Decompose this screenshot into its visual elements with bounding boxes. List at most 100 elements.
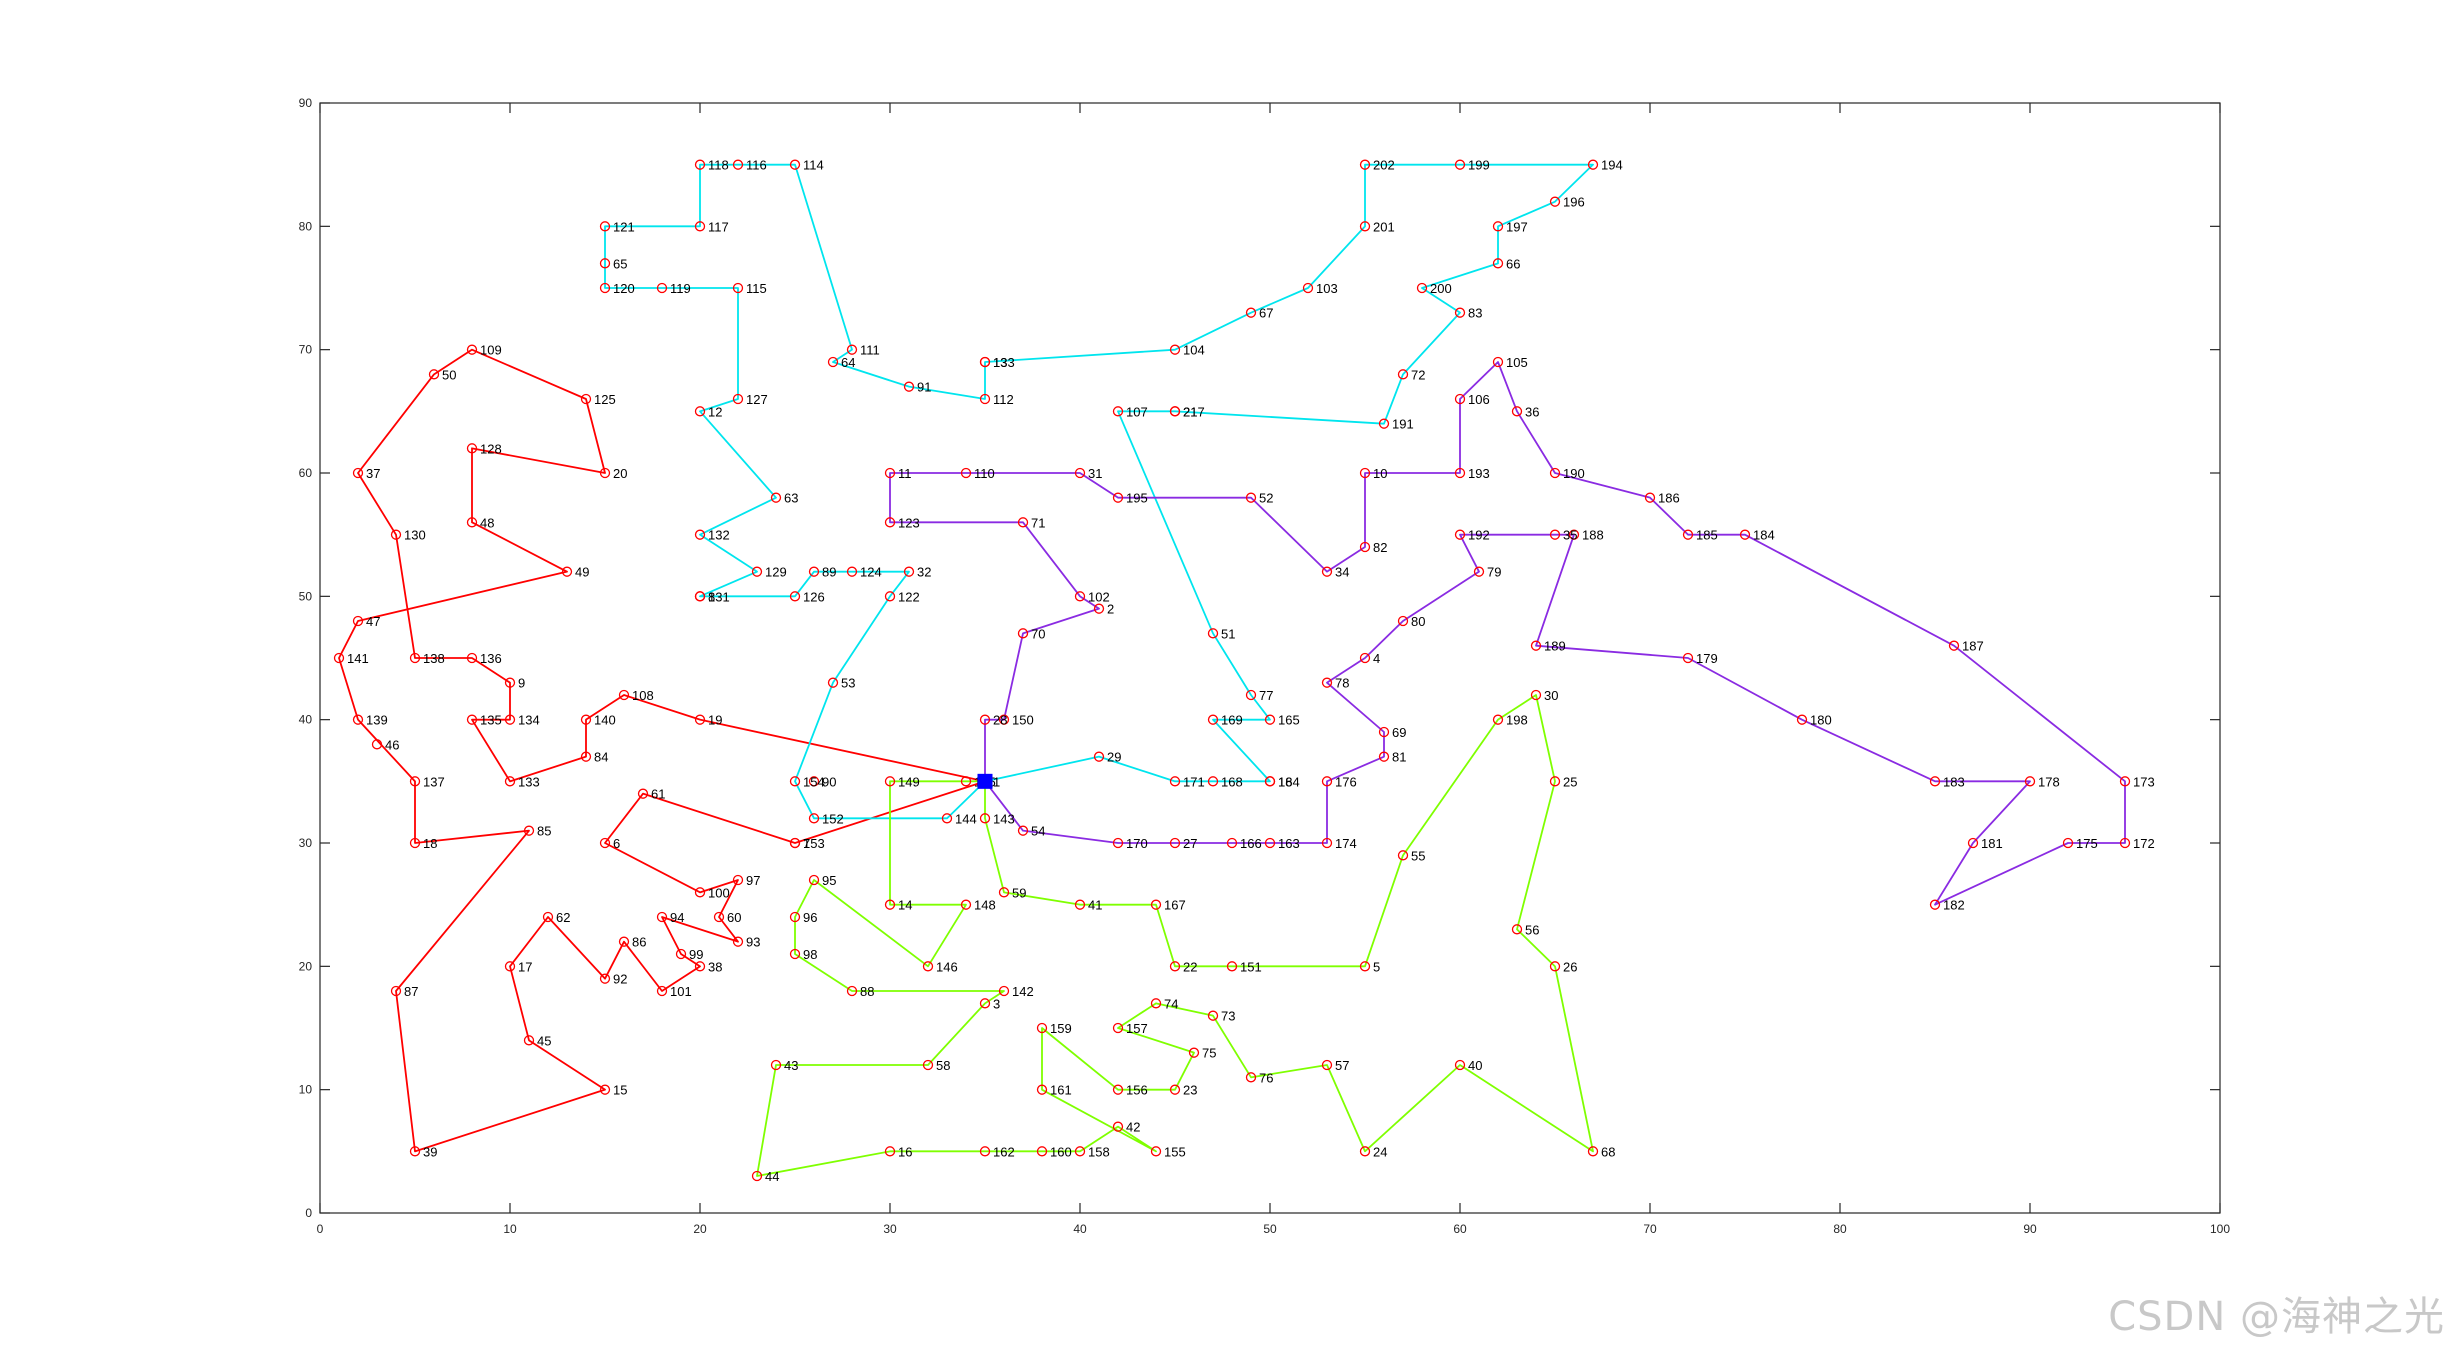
customer-label: 151 [1240,959,1262,974]
customer-marker [694,714,706,725]
customer-marker [1036,1084,1048,1095]
customer-marker [960,776,972,787]
customer-label: 179 [1696,651,1718,666]
customer-label: 109 [480,343,502,358]
customer-label: 69 [1392,725,1406,740]
customer-marker [1549,467,1561,479]
customer-label: 96 [803,910,817,925]
customer-label: 18 [1278,774,1292,789]
customer-label: 143 [993,811,1015,826]
customer-label: 200 [1430,281,1452,296]
customer-marker [580,751,592,762]
customer-label: 149 [898,774,920,789]
customer-label: 124 [860,565,882,580]
customer-marker [979,998,991,1009]
customer-marker [789,776,801,787]
customer-marker [1739,529,1751,540]
customer-label: 191 [1392,417,1414,432]
customer-label: 157 [1126,1021,1148,1036]
customer-marker [694,887,706,898]
customer-marker [1454,307,1466,318]
customer-label: 41 [1088,898,1102,913]
customer-label: 29 [1107,750,1121,765]
customer-label: 188 [1582,528,1604,543]
customer-marker [732,936,744,947]
customer-marker [1017,628,1029,639]
customer-marker [808,874,820,886]
customer-label: 21 [1183,404,1197,419]
customer-label: 173 [2133,774,2155,789]
customer-marker [979,356,991,368]
customer-label: 138 [423,651,445,666]
customer-label: 61 [651,787,665,802]
axis-ticks: 0 10 20 30 40 50 60 70 80 90 100 0 10 20 30 40 50 60 70 80 9… [299,96,2231,1236]
customer-marker [1226,961,1238,972]
x-tick-label: 50 [1263,1222,1277,1236]
customer-label: 168 [1221,774,1243,789]
y-tick-label: 10 [299,1083,313,1097]
customer-marker [884,1146,896,1157]
y-tick-label: 90 [299,96,313,110]
customer-label: 182 [1943,898,1965,913]
customer-label: 71 [1031,515,1045,530]
customer-marker [1074,467,1086,479]
customer-label: 184 [1753,528,1775,543]
customer-label: 148 [974,898,996,913]
customer-label: 89 [822,565,836,580]
customer-label: 77 [1259,688,1273,703]
customer-label: 122 [898,589,920,604]
customer-label: 133 [993,355,1015,370]
customer-marker [1492,714,1504,725]
customer-marker [1112,837,1124,849]
customer-label: 2 [1107,602,1114,617]
customer-marker [827,677,839,688]
customer-marker [922,1059,934,1071]
customer-marker [561,566,573,577]
customer-label: 170 [1126,836,1148,851]
customer-label: 79 [1487,565,1501,580]
customer-label: 137 [423,774,445,789]
customer-marker [599,837,611,849]
customer-label: 11 [898,466,912,481]
customer-label: 166 [1240,836,1262,851]
customer-label: 169 [1221,713,1243,728]
customer-label: 102 [1088,589,1110,604]
customer-marker [732,874,744,886]
customer-marker [998,985,1010,997]
customer-marker [1074,1146,1086,1157]
customer-marker [1245,492,1257,503]
customer-label: 189 [1544,639,1566,654]
customer-marker [884,591,896,602]
customer-marker [1321,566,1333,577]
customer-marker [390,985,402,997]
customer-marker [1264,837,1276,849]
customer-marker [1378,726,1390,738]
customer-label: 192 [1468,528,1490,543]
customer-label: 180 [1810,713,1832,728]
customer-marker [1074,591,1086,602]
customer-label: 107 [1126,404,1148,419]
customer-label: 15 [613,1083,627,1098]
customer-marker [694,961,706,972]
customer-label: 153 [803,836,825,851]
customer-label: 126 [803,589,825,604]
customer-label: 80 [1411,614,1425,629]
customer-label: 18 [423,836,437,851]
customer-marker [960,467,972,479]
customer-marker [884,776,896,787]
customer-label: 68 [1601,1144,1615,1159]
route-line-3 [756,694,1594,1177]
customer-label: 132 [708,528,730,543]
customer-label: 40 [1468,1058,1482,1073]
customer-label: 78 [1335,676,1349,691]
customer-marker [1530,689,1542,701]
customer-label: 88 [860,984,874,999]
customer-marker [1359,541,1371,553]
customer-marker [504,961,516,972]
customer-label: 174 [1335,836,1357,851]
customer-marker [1093,751,1105,762]
customer-label: 13 [993,355,1007,370]
customer-label: 103 [1316,281,1338,296]
customer-marker [1378,418,1390,429]
